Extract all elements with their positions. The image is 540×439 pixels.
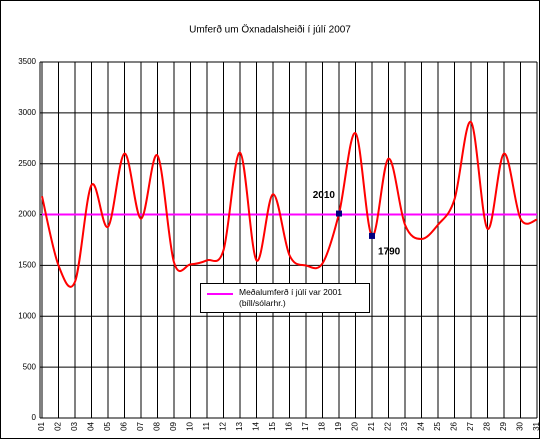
- x-tick-label: 27: [466, 421, 475, 430]
- x-tick-label: 26: [450, 421, 459, 430]
- x-tick-label: 25: [433, 421, 442, 430]
- y-tick-label: 0: [32, 413, 37, 422]
- x-tick-label: 10: [186, 421, 195, 430]
- y-tick-label: 2000: [18, 210, 36, 219]
- x-tick-label: 28: [483, 421, 492, 430]
- x-tick-label: 19: [334, 421, 343, 430]
- annotation-label: 1790: [378, 247, 401, 258]
- x-tick-label: 17: [301, 421, 310, 430]
- x-tick-label: 06: [120, 421, 129, 430]
- x-tick-label: 29: [499, 421, 508, 430]
- x-tick-label: 02: [54, 421, 63, 430]
- annotation-marker: [336, 210, 342, 217]
- y-tick-label: 1500: [18, 261, 36, 270]
- x-tick-label: 24: [417, 421, 426, 430]
- x-tick-label: 07: [136, 421, 145, 430]
- y-tick-label: 2500: [18, 159, 36, 168]
- x-tick-label: 18: [318, 421, 327, 430]
- x-tick-label: 12: [219, 421, 228, 430]
- x-tick-label: 30: [516, 421, 525, 430]
- annotation-marker: [369, 232, 375, 239]
- x-tick-label: 14: [252, 421, 261, 430]
- x-tick-label: 23: [400, 421, 409, 430]
- x-tick-label: 22: [384, 421, 393, 430]
- series-line: [41, 120, 538, 288]
- x-tick-label: 31: [532, 421, 540, 430]
- x-tick-label: 20: [351, 421, 360, 430]
- y-tick-label: 3000: [18, 108, 36, 117]
- legend-swatch: [207, 293, 233, 295]
- chart-title: Umferð um Öxnadalsheiði í júlí 2007: [189, 24, 351, 36]
- x-tick-label: 04: [87, 421, 96, 430]
- y-tick-label: 500: [23, 362, 37, 371]
- x-tick-label: 08: [153, 421, 162, 430]
- y-tick-label: 1000: [18, 311, 36, 320]
- x-tick-label: 09: [169, 421, 178, 430]
- x-tick-label: 11: [202, 421, 211, 430]
- x-tick-label: 13: [235, 421, 244, 430]
- x-tick-label: 21: [367, 421, 376, 430]
- x-tick-label: 16: [285, 421, 294, 430]
- y-tick-label: 3500: [18, 57, 36, 66]
- x-tick-label: 03: [70, 421, 79, 430]
- x-tick-label: 05: [103, 421, 112, 430]
- x-tick-label: 01: [37, 421, 46, 430]
- legend-label: Meðalumferð í júlí var 2001 (bíll/sólarh…: [239, 287, 342, 308]
- x-tick-label: 15: [268, 421, 277, 430]
- legend: Meðalumferð í júlí var 2001 (bíll/sólarh…: [200, 283, 370, 313]
- annotation-label: 2010: [313, 190, 336, 201]
